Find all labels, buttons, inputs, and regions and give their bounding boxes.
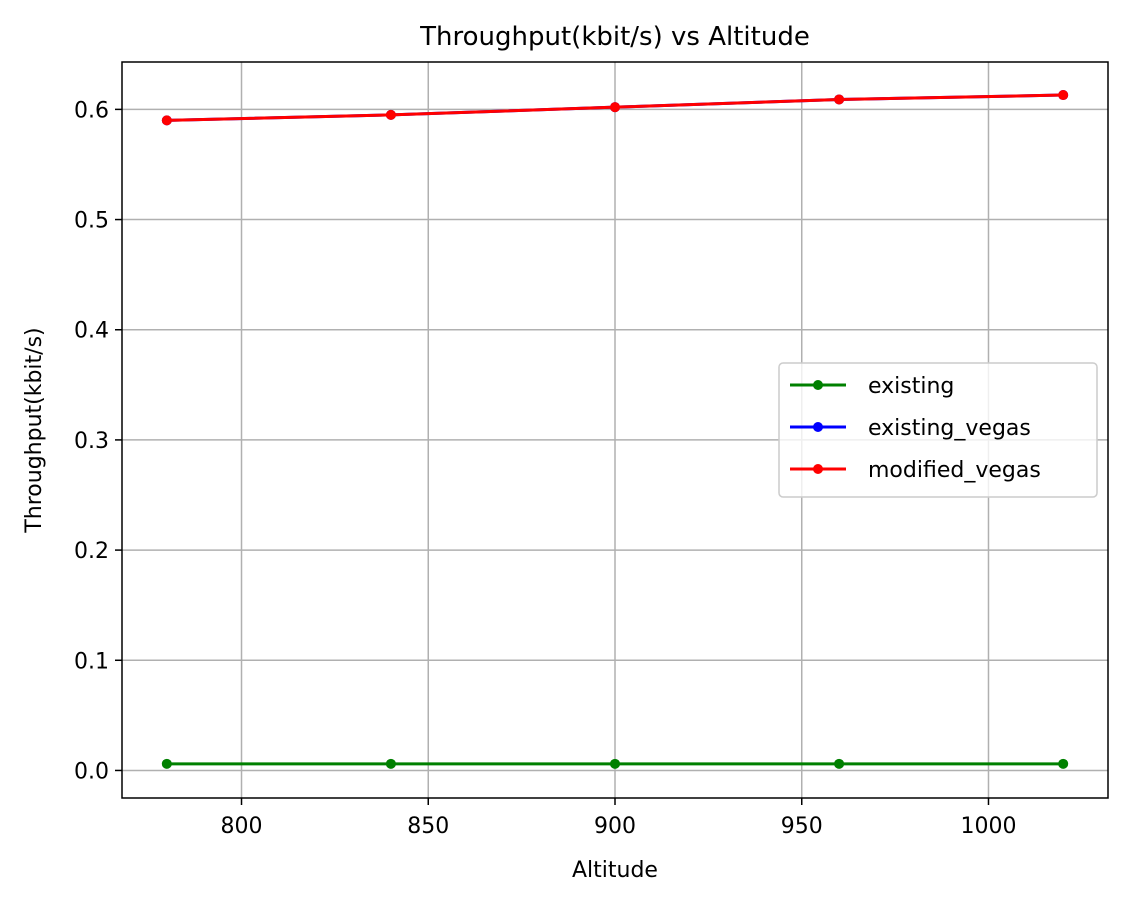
y-tick-label: 0.4 bbox=[74, 319, 109, 344]
legend-marker-existing-vegas bbox=[813, 422, 823, 432]
chart-title: Throughput(kbit/s) vs Altitude bbox=[419, 22, 810, 52]
data-point-modified-vegas bbox=[610, 102, 620, 113]
data-point-existing bbox=[1058, 758, 1069, 769]
y-tick-label: 0.3 bbox=[74, 429, 109, 454]
data-point-modified-vegas bbox=[834, 94, 845, 105]
y-tick-label: 0.5 bbox=[74, 209, 109, 234]
y-axis-label: Throughput(kbit/s) bbox=[22, 327, 47, 533]
y-tick-label: 0.2 bbox=[74, 539, 109, 564]
legend-label-existing: existing bbox=[868, 374, 954, 399]
legend-label-existing-vegas: existing_vegas bbox=[868, 416, 1031, 441]
data-point-modified-vegas bbox=[161, 115, 172, 126]
legend-marker-existing bbox=[813, 380, 823, 390]
x-tick-label: 950 bbox=[781, 814, 823, 839]
series-existing bbox=[161, 758, 1069, 769]
axis-ticks: 800 850 900 950 1000 0.0 0.1 0.2 0.3 0.4 0.5 0.6 bbox=[74, 98, 1016, 839]
grid-lines bbox=[122, 62, 1108, 798]
data-point-existing bbox=[610, 758, 620, 769]
series-layer bbox=[161, 90, 1069, 769]
y-tick-label: 0.6 bbox=[74, 98, 109, 123]
data-point-existing bbox=[385, 758, 396, 769]
legend-label-modified-vegas: modified_vegas bbox=[868, 458, 1041, 483]
series-modified-vegas bbox=[161, 90, 1069, 126]
x-axis-label: Altitude bbox=[572, 858, 658, 883]
x-tick-label: 1000 bbox=[960, 814, 1016, 839]
y-tick-label: 0.0 bbox=[74, 759, 109, 784]
data-point-existing bbox=[161, 758, 172, 769]
x-tick-label: 900 bbox=[594, 814, 636, 839]
data-point-existing bbox=[834, 758, 845, 769]
x-tick-label: 800 bbox=[221, 814, 263, 839]
x-tick-label: 850 bbox=[407, 814, 449, 839]
data-point-modified-vegas bbox=[385, 109, 396, 120]
legend-box bbox=[778, 362, 1098, 498]
data-point-modified-vegas bbox=[1058, 90, 1069, 101]
y-tick-label: 0.1 bbox=[74, 649, 109, 674]
legend-marker-modified-vegas bbox=[813, 464, 823, 474]
legend-entries: existing existing_vegas modified_vegas bbox=[790, 374, 1041, 483]
legend: existing existing_vegas modified_vegas bbox=[778, 362, 1098, 498]
